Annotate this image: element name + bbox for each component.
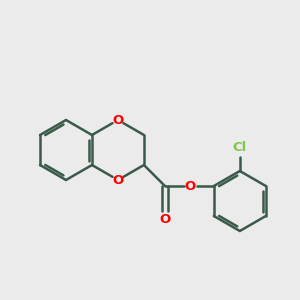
Text: O: O xyxy=(185,179,196,193)
Text: Cl: Cl xyxy=(233,141,247,154)
Text: O: O xyxy=(112,173,124,187)
Text: O: O xyxy=(112,113,124,127)
Text: O: O xyxy=(159,213,171,226)
